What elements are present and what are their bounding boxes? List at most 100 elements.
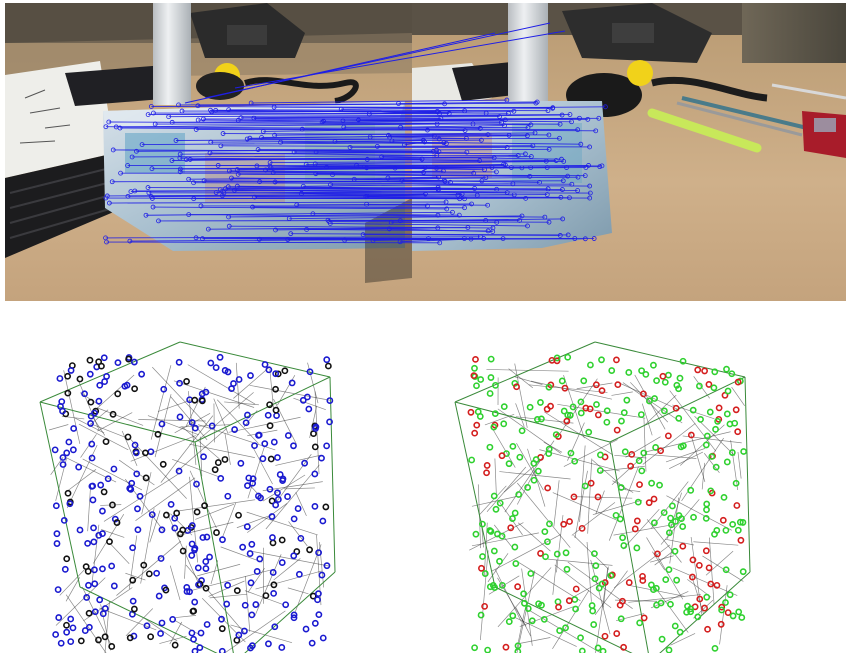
- keypoint-marker: [533, 100, 539, 106]
- cloud-point: [665, 646, 673, 653]
- cloud-point: [707, 487, 715, 495]
- keypoint-marker: [575, 127, 581, 133]
- lattice-edge: [649, 555, 674, 563]
- cloud-point: [521, 599, 528, 607]
- keypoint-marker: [459, 191, 465, 197]
- cloud-point: [620, 643, 627, 651]
- cloud-point: [650, 361, 657, 369]
- cloud-point: [695, 561, 703, 569]
- cloud-point: [553, 354, 561, 362]
- keypoint-marker: [273, 227, 278, 233]
- cloud-point: [256, 555, 264, 563]
- keypoint-marker: [338, 106, 344, 112]
- cloud-point: [309, 592, 317, 600]
- cloud-point: [65, 438, 73, 446]
- cloud-point: [318, 571, 326, 579]
- cloud-point: [738, 614, 746, 621]
- cloud-point: [268, 497, 276, 505]
- keypoint-marker: [599, 163, 605, 169]
- cloud-point: [483, 462, 491, 469]
- cloud-point: [723, 410, 731, 418]
- lattice-edge: [516, 570, 536, 653]
- lattice-edge: [101, 529, 125, 538]
- cloud-point: [99, 565, 106, 573]
- cloud-point: [99, 530, 106, 538]
- cloud-point: [690, 513, 697, 521]
- lattice-edge: [141, 472, 152, 515]
- cloud-point: [191, 598, 199, 606]
- lattice-edge: [615, 613, 645, 622]
- lattice-edge: [595, 490, 605, 515]
- keypoint-marker: [166, 114, 172, 120]
- cloud-point: [562, 549, 570, 557]
- cloud-point: [594, 493, 602, 501]
- cloud-point: [294, 505, 302, 512]
- cloud-point: [264, 411, 272, 419]
- cloud-point: [61, 565, 69, 573]
- cloud-point: [76, 526, 84, 534]
- cloud-point: [505, 618, 513, 626]
- cloud-point: [81, 390, 88, 398]
- cloud-point: [245, 474, 253, 482]
- keypoint-marker: [198, 203, 204, 209]
- keypoint-marker: [485, 132, 491, 138]
- cloud-point: [266, 422, 274, 430]
- cloud-point: [248, 540, 256, 548]
- cloud-point: [530, 459, 538, 467]
- cloud-point: [114, 390, 122, 398]
- cloud-point: [101, 633, 109, 641]
- lattice-edge: [233, 366, 271, 399]
- lattice-edge: [666, 495, 732, 531]
- cloud-point: [77, 637, 85, 645]
- keypoint-marker: [134, 148, 139, 154]
- keypoint-marker: [146, 190, 152, 196]
- cloud-point: [63, 449, 71, 457]
- cloud-point: [82, 563, 90, 571]
- cloud-point: [188, 522, 196, 529]
- cloud-point: [498, 532, 506, 540]
- lattice-edge: [516, 470, 536, 505]
- keypoint-marker: [462, 205, 467, 211]
- cloud-point: [57, 639, 65, 647]
- cloud-point: [717, 620, 725, 628]
- cloud-point: [479, 553, 486, 560]
- cloud-point: [63, 555, 71, 563]
- keypoint-marker: [347, 144, 353, 150]
- cloud-point: [719, 516, 727, 524]
- cloud-point: [721, 391, 729, 399]
- cloud-point: [668, 502, 676, 510]
- keypoint-marker: [169, 158, 175, 163]
- cloud-point: [650, 586, 657, 594]
- cloud-point: [278, 644, 286, 651]
- cloud-point: [486, 583, 494, 591]
- lattice-edge: [690, 433, 706, 482]
- cloud-point: [640, 614, 648, 622]
- lattice-edge: [508, 368, 534, 389]
- keypoint-marker: [534, 99, 540, 105]
- lattice-edge: [160, 415, 214, 483]
- cloud-point: [511, 509, 519, 517]
- keypoint-marker: [278, 139, 284, 145]
- keypoint-marker: [585, 116, 591, 122]
- cloud-point: [190, 607, 198, 615]
- cloud-point: [679, 357, 687, 365]
- cloud-point: [306, 546, 313, 554]
- lattice-edge: [479, 485, 507, 516]
- cloud-point: [679, 542, 687, 550]
- cloud-point: [57, 403, 64, 410]
- keypoint-marker: [145, 185, 151, 190]
- cloud-point: [635, 457, 643, 465]
- cloud-point: [729, 612, 737, 620]
- cloud-point: [590, 621, 598, 628]
- keypoint-marker: [546, 146, 552, 152]
- cloud-point: [76, 375, 84, 383]
- cloud-point: [142, 474, 150, 482]
- match-line: [354, 176, 579, 180]
- cloud-point: [217, 474, 225, 482]
- cloud-point: [126, 634, 134, 642]
- keypoint-marker: [525, 125, 531, 131]
- cloud-point: [514, 642, 522, 650]
- match-line: [398, 101, 538, 104]
- cloud-point: [106, 538, 113, 546]
- lattice-edge: [486, 369, 569, 372]
